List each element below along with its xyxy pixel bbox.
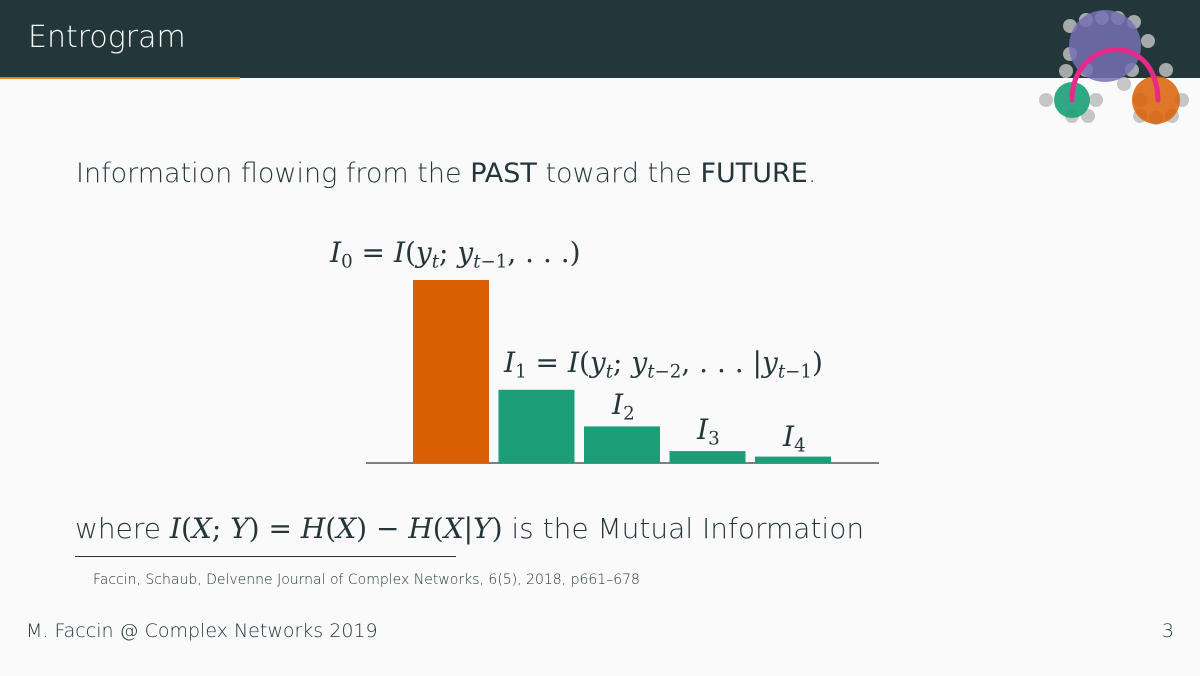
annotation-i2: I2 bbox=[612, 388, 635, 425]
annotation-i4: I4 bbox=[783, 420, 806, 457]
footer-author: M. Faccin @ Complex Networks 2019 bbox=[26, 620, 378, 642]
annotation-i3: I3 bbox=[697, 413, 720, 450]
page-number: 3 bbox=[1161, 620, 1174, 642]
bar-i1 bbox=[498, 389, 575, 463]
intro-future: FUTURE bbox=[700, 158, 808, 189]
bar-i2 bbox=[584, 426, 660, 463]
where-prefix: where bbox=[75, 512, 161, 545]
where-suffix: is the Mutual Information bbox=[511, 512, 865, 545]
slide-header: Entrogram bbox=[0, 0, 1200, 78]
intro-past: PAST bbox=[470, 158, 537, 189]
bar-i0 bbox=[413, 280, 489, 463]
citation: Faccin, Schaub, Delvenne Journal of Comp… bbox=[93, 572, 640, 588]
bar-i3 bbox=[669, 451, 746, 463]
mutual-information-definition: where I(X; Y) = H(X) − H(X|Y) is the Mut… bbox=[75, 512, 864, 545]
network-logo-icon bbox=[1039, 10, 1189, 125]
intro-sentence: Information flowing from the PAST toward… bbox=[76, 158, 816, 189]
progress-bar bbox=[0, 77, 240, 79]
bar-i4 bbox=[755, 456, 831, 463]
slide-title: Entrogram bbox=[28, 20, 186, 55]
annotation-i1: I1 = I(yt; yt−2, . . . |yt−1) bbox=[504, 346, 823, 383]
intro-middle: toward the bbox=[545, 158, 692, 189]
intro-period: . bbox=[807, 158, 817, 189]
mutual-information-formula: I(X; Y) = H(X) − H(X|Y) bbox=[169, 512, 503, 545]
intro-text: Information flowing from the bbox=[76, 158, 462, 189]
annotation-i0: I0 = I(yt; yt−1, . . .) bbox=[330, 236, 581, 273]
footnote-rule bbox=[75, 556, 456, 557]
